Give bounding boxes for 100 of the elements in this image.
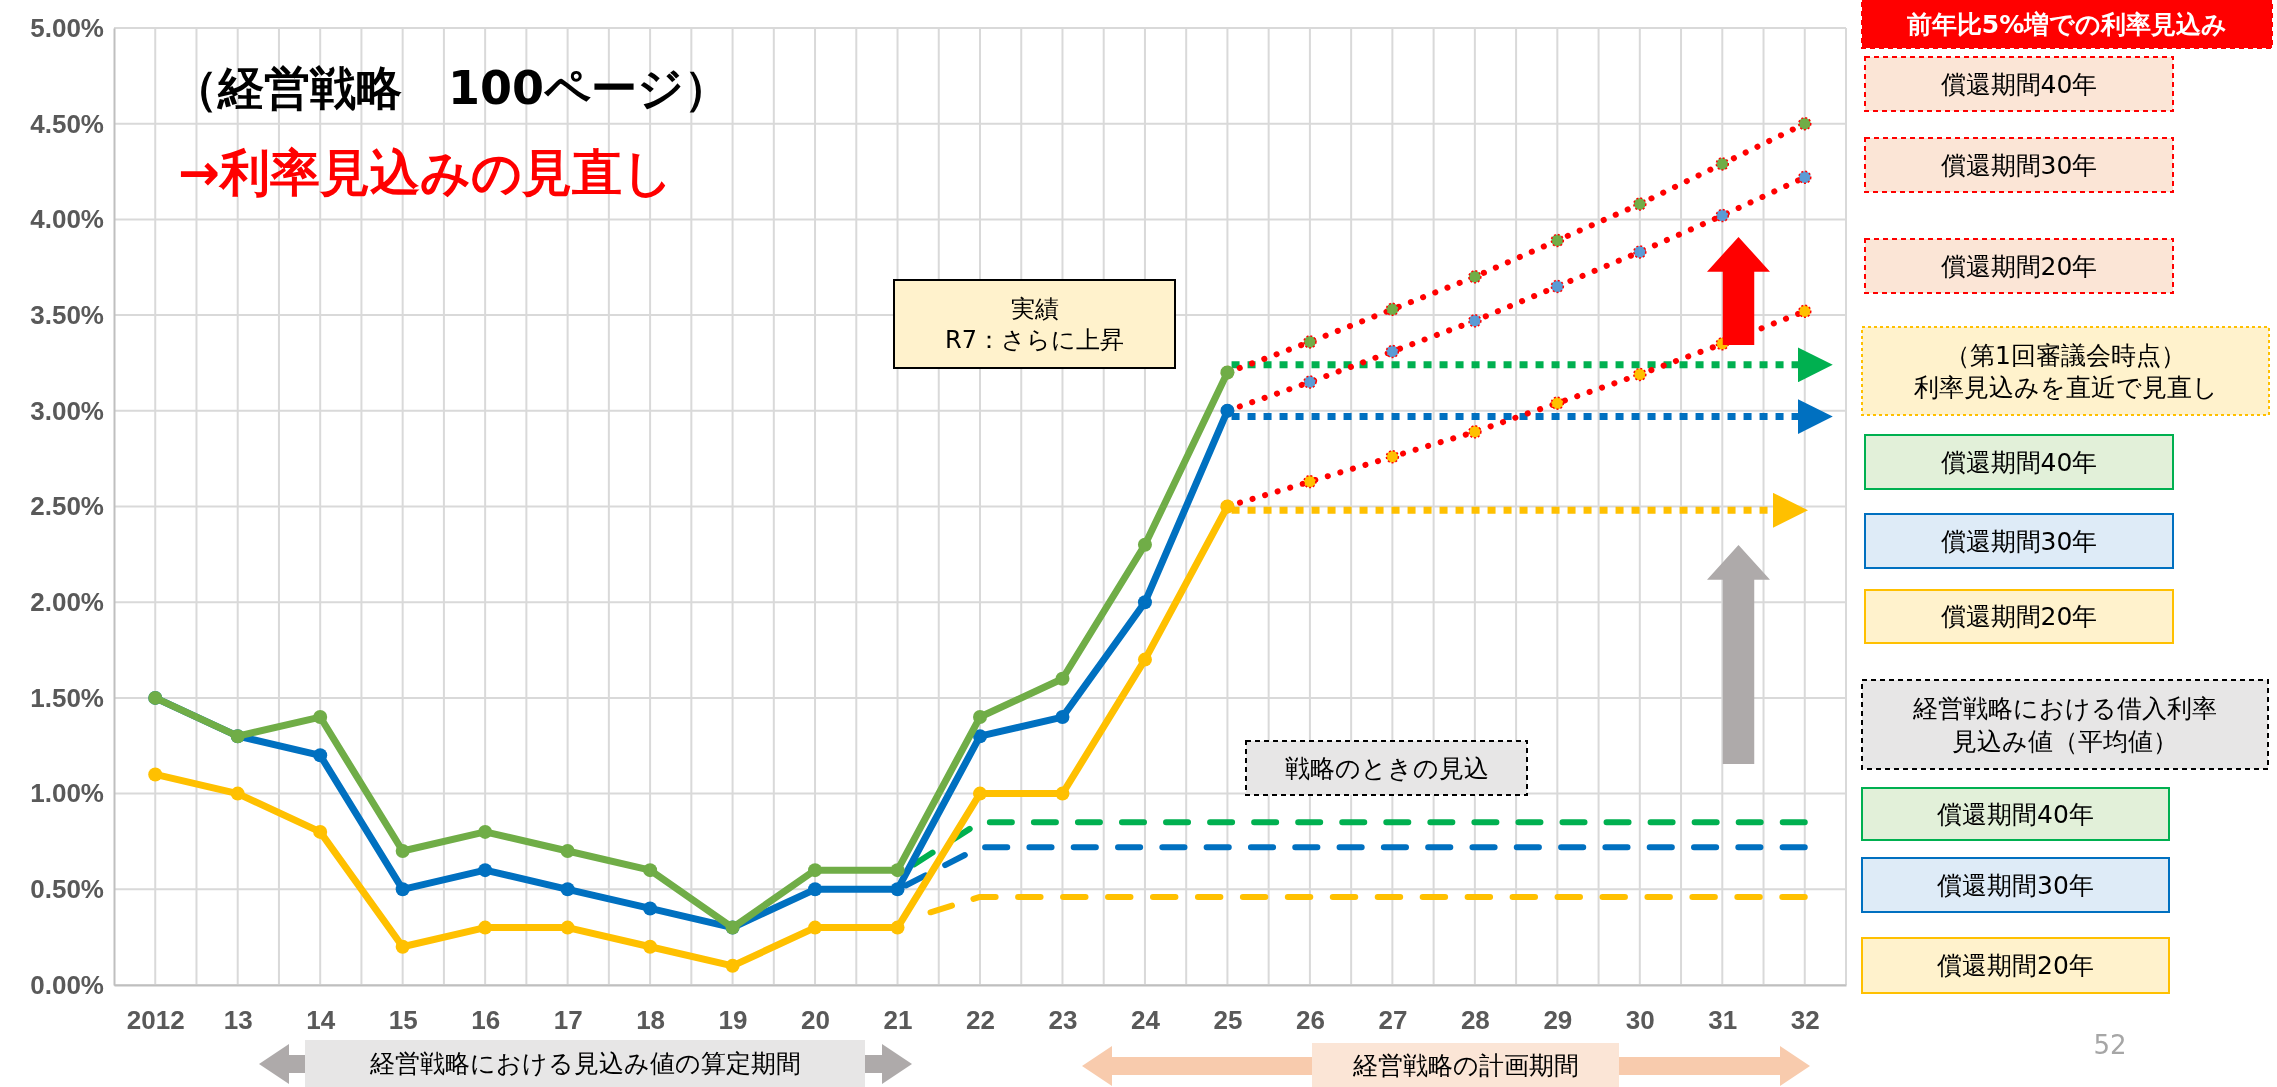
point: [1798, 170, 1812, 185]
text: 償還期間40年: [1940, 69, 2098, 99]
point: [1303, 474, 1317, 489]
x-tick-label: 13: [223, 1005, 253, 1036]
text: 償還期間30年: [1940, 150, 2098, 180]
point: [478, 920, 493, 935]
x-tick-label: 24: [1130, 1005, 1161, 1036]
annotation: 実績R7：さらに上昇: [945, 294, 1124, 354]
point: [1137, 652, 1152, 667]
point: [478, 863, 493, 878]
point: [395, 882, 410, 897]
point: [890, 920, 905, 935]
point: [1137, 595, 1152, 610]
y-tick-label: 3.50%: [30, 299, 104, 330]
point: [148, 767, 163, 782]
text: 経営戦略における見込み値の算定期間: [368, 1049, 801, 1079]
text: 償還期間30年: [1940, 526, 2098, 556]
point: [313, 710, 328, 725]
point: [1055, 786, 1070, 801]
text: （第1回審議会時点）利率見込みを直近で見直し: [1913, 340, 2218, 402]
x-tick-label: 27: [1378, 1005, 1408, 1036]
point: [1798, 304, 1812, 319]
y-tick-label: 4.00%: [30, 204, 104, 235]
text: 償還期間20年: [1937, 951, 2094, 981]
x-tick-label: 18: [636, 1005, 666, 1036]
x-tick-label: 22: [966, 1005, 995, 1036]
text: 償還期間40年: [1937, 799, 2094, 829]
point: [1715, 208, 1730, 223]
point: [1055, 671, 1070, 686]
point: [1385, 449, 1400, 464]
point: [560, 920, 575, 935]
y-tick-label: 2.50%: [30, 491, 104, 522]
text: 償還期間20年: [1940, 251, 2098, 281]
point: [808, 920, 823, 935]
point: [313, 824, 328, 839]
point: [808, 863, 823, 878]
x-tick-label: 15: [388, 1005, 418, 1036]
y-tick-label: 3.00%: [30, 395, 104, 426]
point: [395, 939, 410, 954]
x-tick-label: 14: [306, 1005, 336, 1036]
x-tick-label: 29: [1543, 1005, 1573, 1036]
point: [643, 939, 658, 954]
text: →利率見込みの見直し: [178, 144, 673, 202]
point: [1633, 245, 1647, 259]
x-tick-label: 25: [1213, 1005, 1243, 1036]
point: [1055, 710, 1070, 725]
point: [973, 710, 987, 725]
point: [478, 824, 493, 839]
text: 52: [2093, 1030, 2127, 1061]
point: [1715, 157, 1730, 171]
point: [313, 748, 328, 763]
x-tick-label: 32: [1790, 1005, 1820, 1036]
text: 経営戦略における借入利率見込み値（平均値）: [1912, 694, 2217, 756]
text: （経営戦略 100ページ）: [172, 61, 731, 115]
text: 経営戦略の計画期間: [1351, 1050, 1579, 1080]
x-tick-label: 23: [1048, 1005, 1078, 1036]
text: 償還期間30年: [1937, 870, 2094, 900]
x-tick-label: 30: [1625, 1005, 1655, 1036]
point: [560, 844, 575, 859]
point: [1137, 537, 1152, 552]
y-tick-label: 4.50%: [30, 108, 104, 139]
point: [395, 844, 410, 859]
point: [1468, 425, 1482, 439]
x-tick-label: 19: [718, 1005, 748, 1036]
point: [973, 729, 987, 744]
point: [1798, 116, 1812, 131]
text: 償還期間40年: [1940, 447, 2098, 477]
y-tick-label: 0.50%: [30, 874, 104, 905]
y-tick-label: 5.00%: [30, 12, 104, 43]
point: [560, 882, 575, 897]
x-tick-label: 21: [883, 1005, 913, 1036]
point: [1633, 197, 1647, 211]
y-tick-label: 0.00%: [30, 969, 104, 1000]
text: 前年比5%増での利率見込み: [1905, 9, 2228, 39]
point: [973, 786, 987, 801]
y-tick-label: 1.50%: [30, 682, 104, 713]
point: [1303, 335, 1317, 349]
point: [890, 882, 905, 897]
point: [1550, 233, 1565, 248]
x-tick-label: 16: [471, 1005, 501, 1036]
point: [1385, 344, 1400, 359]
point: [808, 882, 823, 897]
x-tick-label: 31: [1708, 1005, 1738, 1036]
text: 償還期間20年: [1940, 602, 2098, 632]
annotation: 戦略のときの見込: [1284, 753, 1489, 783]
point: [1468, 270, 1482, 284]
x-tick-label: 2012: [126, 1005, 185, 1036]
x-tick-label: 17: [553, 1005, 583, 1036]
y-tick-label: 1.00%: [30, 778, 104, 809]
y-tick-label: 2.00%: [30, 587, 104, 618]
x-tick-label: 26: [1295, 1005, 1325, 1036]
x-tick-label: 28: [1460, 1005, 1490, 1036]
point: [1633, 367, 1647, 382]
point: [1468, 314, 1482, 328]
point: [1550, 279, 1565, 294]
x-tick-label: 20: [801, 1005, 831, 1036]
point: [725, 958, 740, 973]
point: [1550, 396, 1565, 410]
point: [230, 786, 245, 801]
point: [643, 901, 658, 916]
